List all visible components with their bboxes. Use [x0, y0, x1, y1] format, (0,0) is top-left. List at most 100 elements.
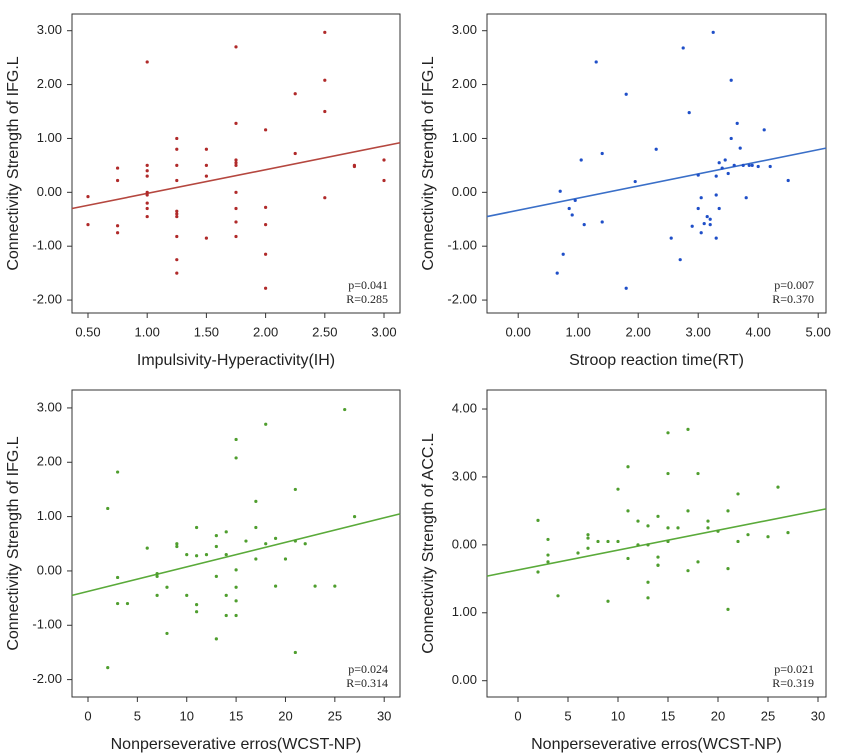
y-tick-label: 1.00: [452, 130, 477, 145]
y-tick-label: 0.00: [37, 184, 62, 199]
point: [726, 171, 730, 176]
point: [254, 499, 258, 503]
point: [145, 546, 149, 550]
point: [234, 163, 238, 167]
x-tick-label: 1.00: [566, 324, 591, 339]
point: [699, 231, 703, 235]
point: [175, 544, 179, 549]
point: [558, 189, 562, 193]
y-tick-label: 1.00: [452, 604, 477, 619]
point: [708, 223, 712, 227]
point: [756, 164, 760, 169]
point: [234, 45, 238, 49]
x-tick-label: 20: [711, 708, 725, 723]
point: [616, 539, 620, 544]
point: [579, 158, 583, 162]
point: [711, 30, 715, 34]
point: [646, 524, 650, 528]
point: [723, 158, 727, 162]
plot-frame: [486, 13, 827, 314]
x-tick-label: 15: [229, 708, 243, 723]
point: [636, 543, 640, 547]
point: [586, 536, 590, 540]
annotation: p=0.041: [348, 278, 388, 292]
x-tick-label: 20: [278, 708, 292, 723]
point: [646, 596, 650, 600]
point: [293, 92, 297, 96]
x-tick-label: 30: [811, 708, 825, 723]
x-tick-label: 25: [761, 708, 775, 723]
y-tick-label: 2.00: [452, 76, 477, 91]
point: [666, 431, 670, 435]
y-tick-label: 2.00: [37, 454, 62, 469]
x-tick-label: 0: [84, 708, 91, 723]
point: [714, 174, 718, 178]
point: [175, 271, 179, 275]
point: [546, 537, 550, 542]
point: [576, 551, 580, 555]
y-tick-label: 3.00: [37, 399, 62, 414]
point: [204, 553, 209, 557]
fit-line: [71, 513, 401, 597]
point: [626, 509, 630, 513]
point: [264, 252, 268, 256]
point: [561, 252, 565, 256]
x-tick-label: 0: [514, 708, 521, 723]
point: [175, 147, 179, 151]
point: [762, 128, 766, 132]
point: [204, 147, 208, 151]
y-tick-label: -2.00: [447, 292, 477, 307]
point: [264, 542, 268, 546]
point: [678, 258, 682, 262]
point: [669, 236, 673, 240]
point: [116, 470, 120, 474]
y-tick-label: -1.00: [447, 238, 477, 253]
x-tick-label: 5.00: [806, 324, 831, 339]
point: [776, 485, 780, 489]
y-axis-label: Connectivity Strength of ACC.L: [420, 433, 437, 654]
point: [145, 193, 149, 197]
point: [323, 196, 327, 200]
point: [115, 224, 120, 228]
point: [204, 236, 208, 240]
point: [185, 553, 189, 557]
point: [106, 506, 110, 511]
point: [686, 569, 690, 573]
y-tick-label: 0.00: [37, 562, 62, 577]
point: [224, 593, 228, 597]
annotation: R=0.314: [346, 676, 388, 690]
annotation: p=0.024: [348, 662, 388, 676]
point: [283, 557, 288, 561]
point: [716, 529, 720, 533]
point: [352, 163, 357, 167]
annotation: R=0.370: [772, 292, 814, 306]
point: [165, 631, 169, 636]
point: [738, 146, 742, 150]
y-axis-label: Connectivity Strength of IFG.L: [420, 56, 437, 270]
y-tick-label: -1.00: [32, 238, 62, 253]
point: [696, 173, 700, 177]
point: [735, 121, 739, 125]
point: [145, 190, 149, 194]
point: [681, 46, 685, 50]
point: [747, 163, 751, 167]
point: [624, 286, 628, 290]
x-tick-label: 25: [328, 708, 342, 723]
point: [786, 178, 790, 183]
point: [706, 519, 710, 523]
point: [766, 535, 770, 539]
point: [86, 195, 90, 199]
point: [224, 530, 228, 534]
x-tick-label: 1.50: [194, 324, 219, 339]
point: [720, 166, 724, 170]
x-axis-label: Nonperseverative erros(WCST-NP): [111, 736, 362, 753]
point: [352, 515, 357, 519]
x-tick-label: 2.50: [312, 324, 337, 339]
point: [536, 518, 540, 523]
point: [570, 213, 574, 217]
y-tick-label: 4.00: [452, 400, 477, 415]
point: [729, 78, 733, 82]
point: [145, 163, 149, 167]
point: [624, 92, 628, 96]
